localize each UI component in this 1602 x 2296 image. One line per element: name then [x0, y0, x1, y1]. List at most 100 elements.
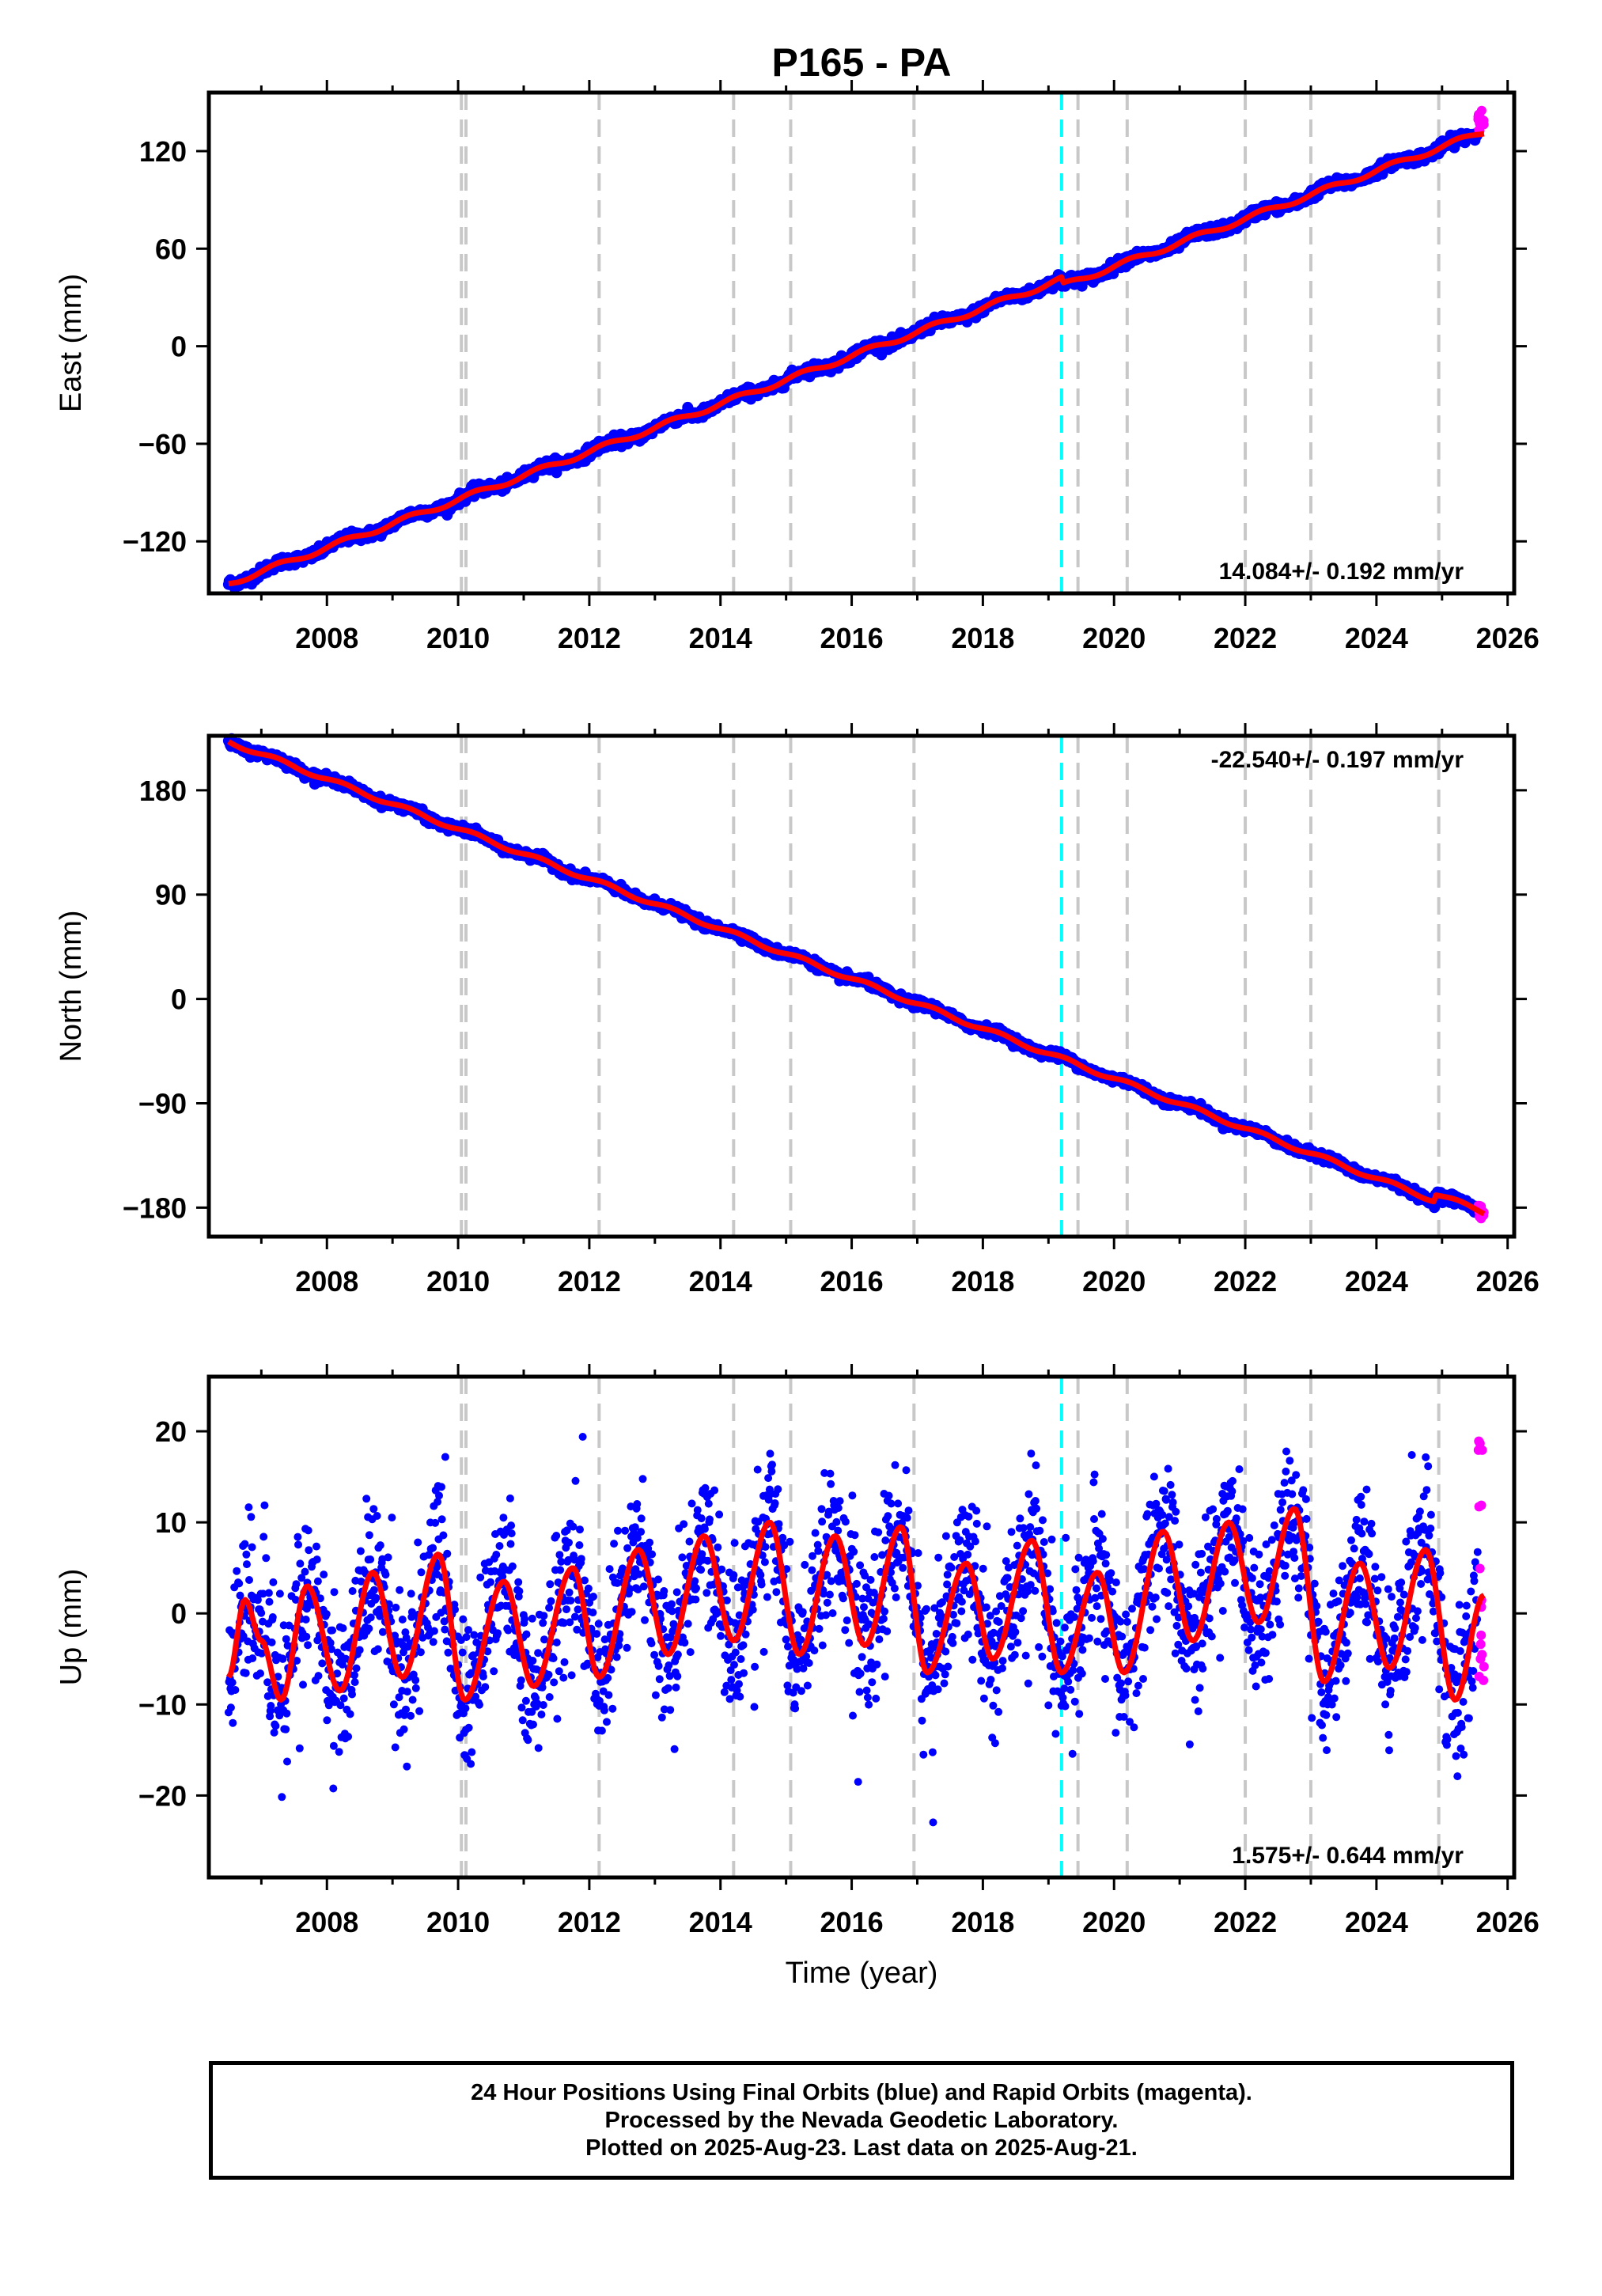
- data-point: [243, 1560, 251, 1569]
- data-point: [330, 1588, 339, 1597]
- data-point: [566, 1597, 575, 1605]
- data-point: [278, 1654, 287, 1663]
- x-tick-label: 2018: [951, 1265, 1014, 1298]
- data-point: [301, 1567, 309, 1576]
- final-orbit-points: [222, 127, 1483, 594]
- data-point: [415, 1707, 424, 1715]
- data-point: [260, 1501, 269, 1510]
- data-point: [600, 1706, 608, 1714]
- east-panel: 2008 2010 2012 2014 2016 2018 2020 2022 2024 2026…: [55, 80, 1540, 654]
- data-point: [350, 1671, 358, 1680]
- data-point: [479, 1673, 487, 1680]
- data-point: [441, 1453, 449, 1461]
- data-point: [248, 1654, 257, 1662]
- data-point: [578, 1433, 587, 1441]
- data-point: [437, 1515, 446, 1524]
- data-point: [348, 1587, 357, 1595]
- data-point: [323, 1716, 331, 1725]
- data-point: [398, 1616, 407, 1623]
- data-point: [233, 1567, 241, 1575]
- data-point: [392, 1603, 400, 1612]
- data-point: [506, 1494, 514, 1502]
- data-point: [524, 1736, 532, 1745]
- data-point: [565, 1588, 574, 1597]
- final-orbit-points: [222, 733, 1483, 1218]
- data-point: [470, 1631, 479, 1639]
- data-point: [443, 1549, 452, 1558]
- data-point: [372, 1593, 381, 1602]
- x-tick-label: 2020: [1082, 1265, 1146, 1298]
- data-point: [335, 1748, 343, 1756]
- data-point: [313, 1577, 322, 1586]
- data-point: [269, 1578, 278, 1586]
- data-point: [282, 1725, 290, 1733]
- y-tick-label: 120: [139, 135, 187, 168]
- data-point: [544, 1670, 553, 1679]
- data-point: [571, 1476, 580, 1485]
- data-point: [294, 1533, 302, 1541]
- x-tick-label: 2022: [1214, 1265, 1277, 1298]
- data-point: [593, 1630, 601, 1639]
- data-point: [458, 1648, 467, 1657]
- data-point: [346, 1710, 354, 1718]
- data-point: [278, 1793, 286, 1802]
- data-point: [584, 1584, 593, 1593]
- y-tick-label: 90: [155, 879, 187, 911]
- data-point: [594, 1620, 603, 1628]
- data-point: [245, 1576, 253, 1584]
- data-point: [499, 1514, 508, 1522]
- data-point: [242, 1550, 251, 1559]
- data-point: [570, 1612, 579, 1621]
- data-point: [574, 1605, 582, 1614]
- data-point: [517, 1676, 525, 1684]
- x-tick-label: 2020: [1082, 622, 1146, 654]
- data-point: [429, 1638, 437, 1646]
- x-tick-label: 2018: [951, 622, 1014, 654]
- x-tick-label: 2016: [820, 1265, 884, 1298]
- data-point: [241, 1669, 250, 1677]
- data-point: [302, 1632, 311, 1641]
- north-panel: 2008 2010 2012 2014 2016 2018 2020 2022 2024 2026…: [55, 723, 1540, 1298]
- data-point: [267, 1638, 276, 1646]
- rapid-data-point: [1474, 109, 1484, 119]
- data-point: [339, 1694, 348, 1703]
- data-point: [521, 1615, 529, 1623]
- data-point: [391, 1743, 400, 1752]
- data-point: [553, 1714, 562, 1723]
- data-point: [589, 1608, 597, 1617]
- data-point: [569, 1522, 578, 1531]
- data-point: [344, 1733, 353, 1741]
- data-point: [329, 1741, 338, 1750]
- data-point: [268, 1613, 277, 1621]
- x-tick-label: 2022: [1214, 622, 1277, 654]
- data-point: [235, 1579, 244, 1588]
- up-panel: 2008 2010 2012 2014 2016 2018 2020 2022 2024 2026…: [55, 1364, 1540, 1938]
- data-point: [365, 1531, 373, 1540]
- data-point: [507, 1529, 516, 1538]
- data-point: [441, 1625, 449, 1634]
- data-point: [589, 1593, 597, 1601]
- data-point: [567, 1671, 576, 1680]
- y-tick-label: 180: [139, 775, 187, 807]
- data-point: [556, 1566, 565, 1574]
- data-point: [514, 1578, 523, 1586]
- data-point: [263, 1678, 272, 1687]
- data-point: [294, 1540, 302, 1549]
- x-tick-label: 2024: [1345, 1265, 1408, 1298]
- final-orbit-points: [224, 1433, 1482, 1827]
- x-tick-label: 2014: [689, 1265, 752, 1298]
- data-point: [467, 1760, 475, 1768]
- data-point: [356, 1547, 365, 1555]
- data-point: [365, 1624, 373, 1633]
- data-point: [515, 1587, 524, 1596]
- data-point: [506, 1540, 515, 1548]
- data-point: [518, 1716, 527, 1725]
- data-point: [350, 1678, 359, 1687]
- y-tick-label: −180: [123, 1192, 187, 1224]
- data-point: [226, 1703, 235, 1712]
- data-point: [320, 1570, 328, 1579]
- data-point: [459, 1615, 468, 1623]
- x-tick-label: 2008: [295, 1265, 358, 1298]
- velocity-rate-label: -22.540+/- 0.197 mm/yr: [1211, 747, 1464, 773]
